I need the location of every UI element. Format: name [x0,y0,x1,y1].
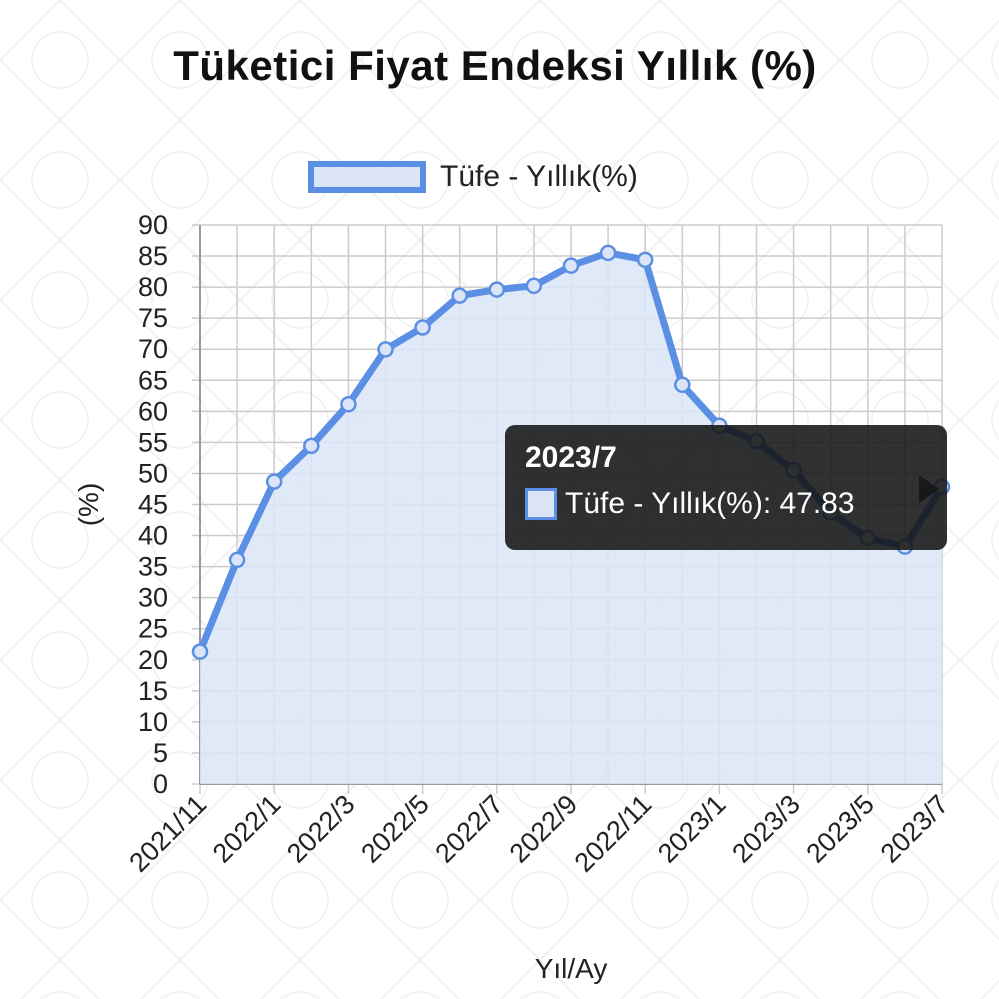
data-point[interactable] [414,319,431,336]
x-tick-label: 2021/11 [123,789,212,878]
x-tick-label: 2022/11 [569,789,658,878]
y-tick-label: 40 [138,521,168,551]
data-point[interactable] [340,396,357,413]
data-point[interactable] [562,257,580,274]
tooltip-arrow [919,475,939,503]
x-tick-label: 2022/7 [429,789,509,869]
legend-label: Tüfe - Yıllık(%) [440,160,638,193]
y-tick-label: 25 [138,614,168,644]
x-tick-label: 2023/7 [875,789,955,869]
data-point[interactable] [451,287,468,304]
y-tick-label: 0 [153,769,168,799]
y-tick-label: 85 [138,241,168,271]
chart-title: Tüketici Fiyat Endeksi Yıllık (%) [173,42,817,89]
tooltip-label: Tüfe - Yıllık(%): 47.83 [565,487,855,520]
data-point[interactable] [191,643,209,660]
x-tick-label: 2022/1 [207,789,287,869]
legend-swatch [308,161,426,193]
y-tick-label: 45 [138,490,168,520]
y-tick-label: 80 [138,272,168,302]
y-tick-label: 35 [138,552,168,582]
x-tick-label: 2023/3 [726,789,806,869]
data-point[interactable] [525,277,543,295]
y-tick-label: 15 [138,676,168,706]
tooltip-swatch [525,488,557,520]
y-tick-label: 5 [153,738,168,768]
x-axis-title: Yıl/Ay [535,953,608,984]
y-tick-label: 50 [138,458,168,488]
y-tick-label: 65 [138,365,168,395]
y-tick-label: 70 [138,334,168,364]
y-tick-label: 55 [138,427,168,457]
x-tick-label: 2022/3 [281,789,361,869]
y-tick-label: 90 [138,210,168,240]
y-tick-label: 20 [138,645,168,675]
tooltip-title: 2023/7 [525,441,617,474]
y-tick-label: 30 [138,583,168,613]
data-point[interactable] [228,551,246,569]
y-tick-label: 60 [138,396,168,426]
x-tick-label: 2023/1 [652,789,732,869]
x-tick-label: 2023/5 [800,789,880,869]
data-point[interactable] [674,376,691,394]
data-point[interactable] [265,473,283,490]
legend[interactable]: Tüfe - Yıllık(%) [308,156,638,198]
y-tick-label: 10 [138,707,168,737]
y-tick-label: 75 [138,303,168,333]
tooltip: 2023/7 Tüfe - Yıllık(%): 47.83 [505,425,947,550]
data-point[interactable] [303,437,320,455]
x-tick-label: 2022/5 [355,789,435,869]
data-point[interactable] [599,244,617,262]
data-point[interactable] [377,341,394,358]
y-axis-title: (%) [73,483,104,527]
data-point[interactable] [636,251,654,269]
data-point[interactable] [488,281,506,298]
